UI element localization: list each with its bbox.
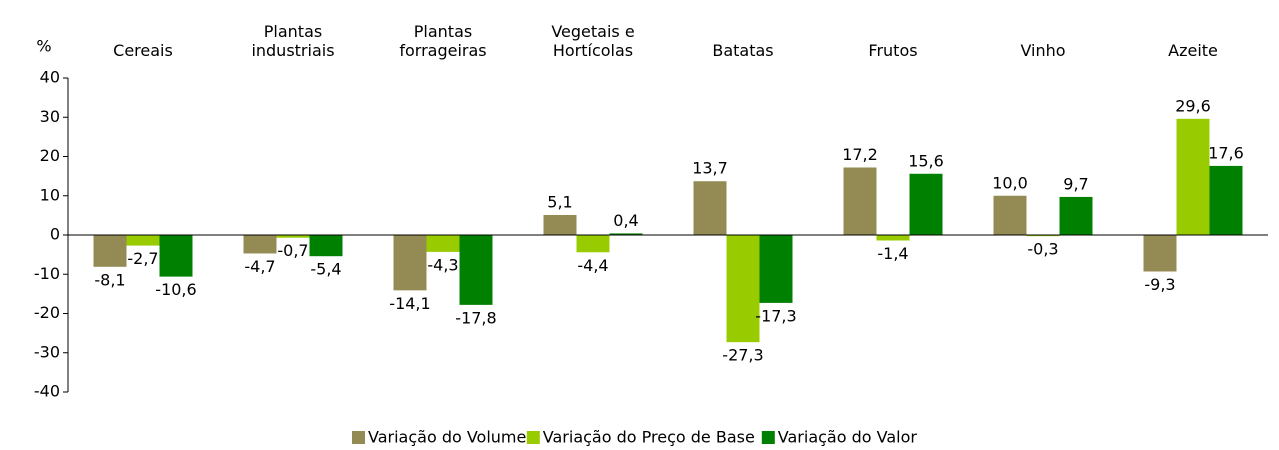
legend-swatch: [526, 431, 540, 444]
bar: [1026, 235, 1060, 237]
value-label: -0,3: [1027, 240, 1058, 259]
bar: [693, 181, 727, 235]
category-label: Cereais: [113, 41, 173, 60]
y-tick-label: -30: [34, 342, 60, 361]
bar: [726, 235, 760, 343]
bar: [243, 235, 277, 254]
value-label: -5,4: [310, 260, 341, 279]
value-label: -0,7: [277, 241, 308, 260]
category-label: Vinho: [1020, 41, 1066, 60]
value-label: -4,3: [427, 255, 458, 274]
bar: [1059, 196, 1093, 235]
bar: [159, 235, 193, 277]
category-label: Azeite: [1168, 41, 1218, 60]
legend-label: Variação do Volume: [368, 428, 526, 447]
bar: [543, 214, 577, 235]
legend-label: Variação do Valor: [778, 428, 918, 447]
bar: [459, 235, 493, 305]
value-label: 29,6: [1175, 96, 1211, 115]
value-label: 15,6: [908, 151, 944, 170]
bar: [843, 167, 877, 235]
category-label: Vegetais e Hortícolas: [551, 22, 635, 60]
value-label: -4,7: [244, 257, 275, 276]
bar: [576, 235, 610, 253]
bar: [876, 235, 910, 241]
bar: [93, 235, 127, 267]
legend-swatch: [761, 431, 775, 444]
value-label: -1,4: [877, 244, 908, 263]
value-label: -17,3: [755, 306, 796, 325]
bar: [609, 233, 643, 235]
category-label: Frutos: [868, 41, 918, 60]
bar: [426, 235, 460, 252]
bar: [309, 235, 343, 257]
bar: [909, 173, 943, 235]
value-label: 10,0: [992, 173, 1028, 192]
y-tick-label: 40: [40, 68, 60, 87]
value-label: 5,1: [547, 192, 572, 211]
category-label: Plantas forrageiras: [399, 22, 487, 60]
category-label: Plantas industriais: [251, 22, 335, 60]
y-tick-label: 0: [50, 225, 60, 244]
value-label: 17,2: [842, 145, 878, 164]
value-label: -8,1: [94, 270, 125, 289]
bar: [1143, 235, 1177, 272]
y-tick-label: 20: [40, 146, 60, 165]
value-label: 0,4: [613, 211, 638, 230]
y-tick-label: 10: [40, 185, 60, 204]
category-label: Batatas: [712, 41, 774, 60]
y-axis-label: %: [36, 37, 51, 56]
value-label: -27,3: [722, 346, 763, 365]
bar: [1176, 118, 1210, 235]
value-label: -4,4: [577, 256, 608, 275]
value-label: -9,3: [1144, 275, 1175, 294]
bar: [393, 235, 427, 291]
legend-label: Variação do Preço de Base: [543, 428, 755, 447]
bar: [126, 235, 160, 246]
bar: [993, 195, 1027, 235]
value-label: -10,6: [155, 280, 196, 299]
bar: [276, 235, 310, 238]
legend-swatch: [352, 431, 365, 444]
y-tick-label: -40: [34, 382, 60, 401]
value-label: 17,6: [1208, 143, 1244, 162]
value-label: -2,7: [127, 249, 158, 268]
y-tick-label: -10: [34, 264, 60, 283]
value-label: 9,7: [1063, 174, 1088, 193]
value-label: -17,8: [455, 308, 496, 327]
value-label: 13,7: [692, 159, 728, 178]
bar: [759, 235, 793, 303]
bar: [1209, 165, 1243, 235]
y-tick-label: -20: [34, 303, 60, 322]
value-label: -14,1: [389, 294, 430, 313]
y-tick-label: 30: [40, 107, 60, 126]
